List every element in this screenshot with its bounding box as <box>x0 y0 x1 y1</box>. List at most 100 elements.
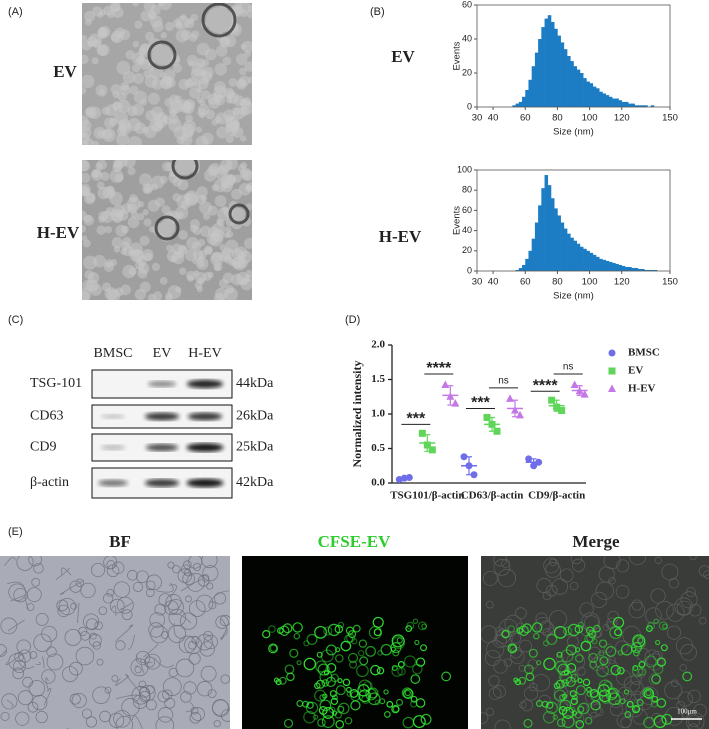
texture <box>209 162 221 175</box>
x-tick-label: 150 <box>662 277 678 288</box>
blot-band <box>101 414 125 419</box>
blot-row-label: β-actin <box>30 475 69 490</box>
fluorescent-cell <box>268 625 276 633</box>
cell <box>549 558 557 567</box>
cell <box>494 719 511 729</box>
texture <box>157 3 165 7</box>
cell <box>573 712 585 724</box>
hist-bar <box>592 254 597 271</box>
hist-bar <box>538 205 542 271</box>
cell <box>179 612 198 630</box>
fluorescent-cell <box>376 666 385 675</box>
fluorescent-cell <box>327 623 341 637</box>
texture <box>175 22 183 30</box>
texture <box>96 160 107 171</box>
x-tick-label: CD9/β-actin <box>528 490 585 502</box>
texture <box>244 237 252 249</box>
fluorescent-cell <box>653 715 667 729</box>
fluorescent-cell <box>560 649 574 663</box>
fluorescent-cell <box>590 700 601 711</box>
tem-label: EV <box>53 62 77 81</box>
cell-edge <box>209 590 230 603</box>
cell <box>504 614 522 633</box>
cell <box>0 711 10 721</box>
fluorescent-cell <box>516 627 524 634</box>
y-axis-label: Events <box>452 41 463 70</box>
fluorescent-cell <box>316 651 323 658</box>
texture <box>111 211 124 224</box>
texture <box>177 179 189 191</box>
cell <box>85 716 98 728</box>
texture <box>196 86 203 93</box>
cell <box>686 712 705 729</box>
cell <box>62 666 79 683</box>
hist-bar <box>644 269 648 271</box>
texture <box>159 277 168 285</box>
texture <box>132 40 140 48</box>
cell <box>188 652 201 665</box>
texture <box>140 43 150 53</box>
fluorescent-cell <box>561 679 569 687</box>
fluorescent-cell <box>415 657 426 667</box>
fluorescent-cell <box>553 689 566 702</box>
cell <box>196 633 213 651</box>
cell <box>135 650 151 666</box>
cell <box>569 581 579 591</box>
hist-bar <box>573 240 578 271</box>
texture <box>101 106 111 116</box>
cell <box>18 649 32 663</box>
texture <box>219 36 231 48</box>
fluorescent-cell <box>390 642 402 654</box>
hist-bar <box>583 78 587 107</box>
texture <box>139 235 150 246</box>
cell <box>89 632 97 640</box>
hist-bar <box>631 103 635 107</box>
y-tick-label: 0.0 <box>371 477 385 489</box>
cell <box>636 648 650 662</box>
cell <box>177 568 193 583</box>
cell <box>664 681 683 700</box>
cell <box>163 600 179 615</box>
cell <box>654 556 662 564</box>
texture <box>240 135 247 142</box>
cell <box>33 633 52 652</box>
panel-label: (A) <box>8 6 23 18</box>
fluorescent-cell <box>326 663 337 673</box>
texture <box>196 186 208 198</box>
texture <box>91 57 99 65</box>
hist-bar <box>576 69 581 107</box>
cell <box>167 598 184 615</box>
cell <box>195 594 214 613</box>
fluorescent-cell <box>312 714 319 720</box>
texture <box>232 174 242 184</box>
data-point <box>525 455 533 463</box>
texture <box>232 121 241 129</box>
cell <box>184 635 203 654</box>
fluorescent-cell <box>631 705 641 714</box>
data-point <box>470 471 478 479</box>
fluorescent-cell <box>410 700 418 708</box>
fluorescent-cell <box>306 633 318 645</box>
fluorescent-cell <box>356 664 369 678</box>
texture <box>82 210 88 220</box>
cell <box>108 712 125 728</box>
fluorescent-cell <box>542 710 556 724</box>
hist-bar <box>634 267 639 271</box>
texture <box>178 267 187 276</box>
plot-frame <box>476 169 671 272</box>
texture <box>129 85 139 95</box>
fluorescent-cell <box>303 640 310 647</box>
cell <box>488 675 500 687</box>
texture <box>207 271 214 279</box>
cell <box>96 658 104 666</box>
cell <box>545 562 561 578</box>
blot-band <box>186 379 224 389</box>
fluorescent-cell <box>607 687 619 699</box>
hist-bar <box>547 15 552 108</box>
cell <box>493 659 508 674</box>
fluorescent-cell <box>543 657 556 671</box>
fluorescent-cell <box>632 649 640 657</box>
data-point <box>428 446 436 454</box>
texture <box>240 161 248 169</box>
texture <box>114 287 124 297</box>
